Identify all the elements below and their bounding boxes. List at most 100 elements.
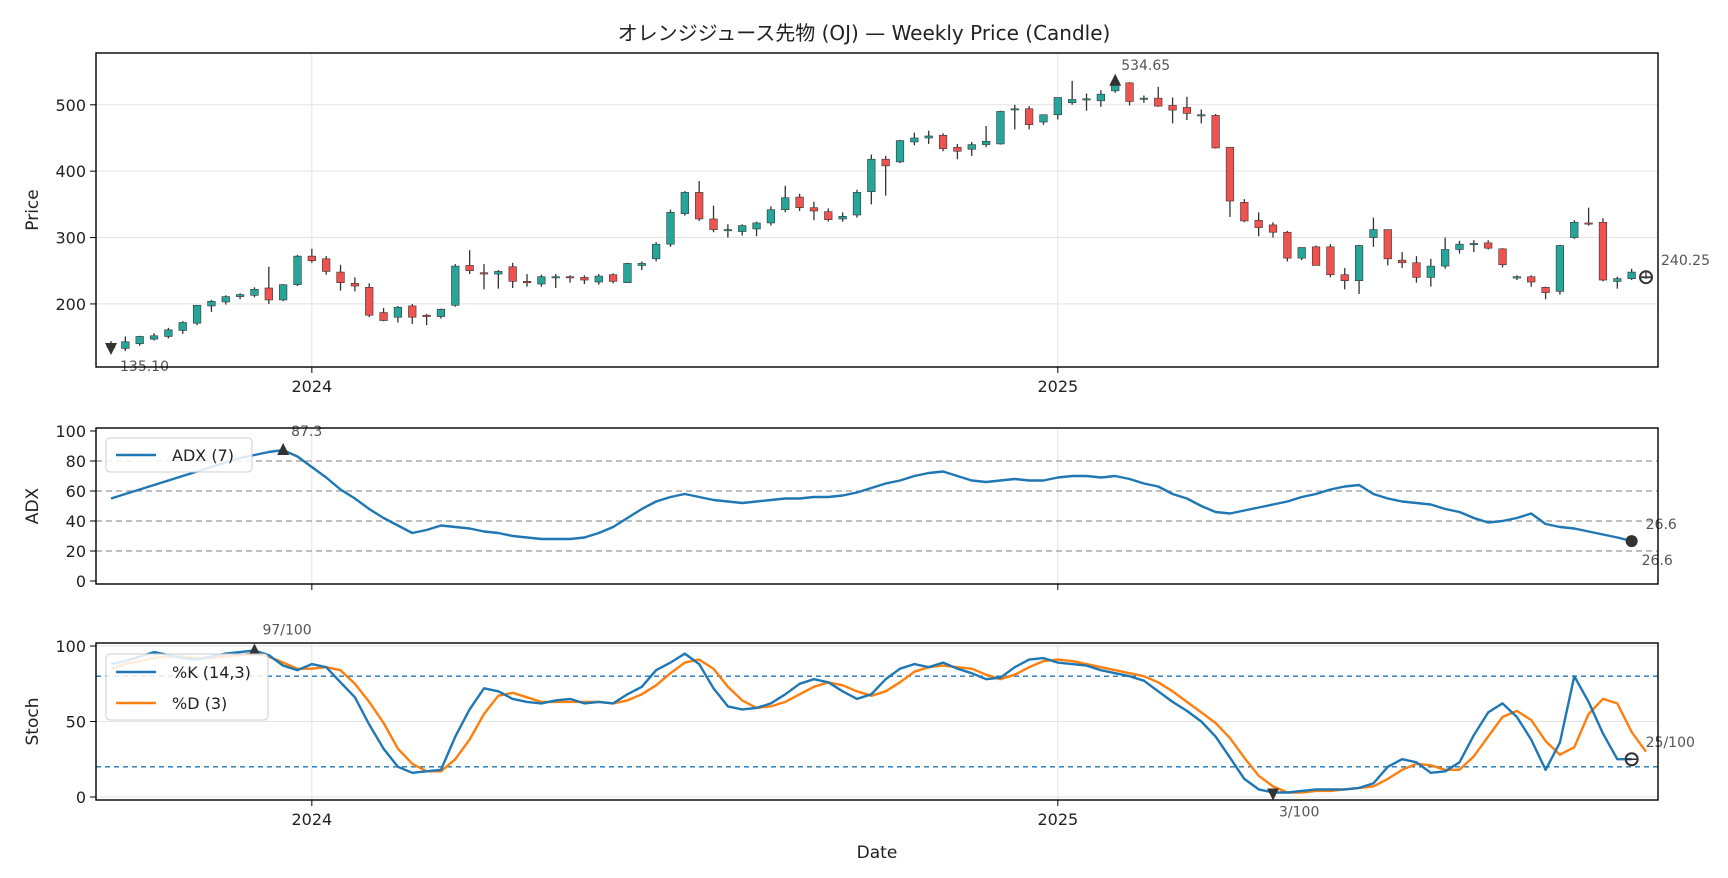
candle-body (250, 289, 259, 296)
candle-body (1326, 246, 1335, 276)
y-axis-label: Price (23, 189, 43, 230)
y-axis-label: Stoch (23, 698, 43, 746)
stoch-max-marker (248, 643, 261, 656)
adx-max-marker (277, 443, 290, 456)
candle-body (637, 263, 646, 266)
candle-body (1570, 221, 1579, 238)
x-tick-label: 2024 (291, 377, 332, 396)
candle-body (408, 305, 417, 318)
candle-body (924, 135, 933, 139)
candle-body (1455, 243, 1464, 250)
x-tick-label: 2025 (1037, 810, 1078, 829)
candle-body (609, 274, 618, 282)
candle-body (1613, 278, 1622, 282)
x-axis-label: Date (857, 843, 898, 863)
candle-body (723, 229, 732, 232)
candle-body (149, 335, 159, 340)
candle-body (1225, 146, 1235, 202)
candle-body (594, 275, 603, 283)
adx-last-label-secondary: 26.6 (1642, 553, 1673, 569)
candle-body (494, 271, 503, 275)
y-tick-label: 500 (55, 96, 86, 115)
candle-body (465, 265, 474, 272)
min-price-marker (105, 343, 117, 356)
candle-body (1527, 276, 1536, 283)
candle-body (393, 306, 403, 318)
candle-body (1139, 97, 1148, 100)
candle-body (1096, 93, 1105, 102)
candle-body (1311, 246, 1321, 266)
candle-body (1627, 271, 1636, 280)
adx-line (110, 448, 1632, 543)
candle-body (336, 271, 345, 283)
last-price-label: 240.25 (1661, 253, 1710, 269)
candle-body (623, 263, 632, 283)
y-tick-label: 400 (55, 162, 86, 181)
candle-body (695, 192, 704, 220)
y-tick-label: 300 (55, 229, 86, 248)
candle-body (436, 308, 446, 317)
candle-body (766, 209, 776, 224)
adx-plot-frame (95, 427, 1659, 585)
y-tick-label: 40 (66, 512, 86, 531)
adx-panel: 0 20 40 60 80 100 ADX 87.3 26.6 26.6 ADX (7) (23, 422, 1677, 591)
stoch-d-legend-label: %D (3) (172, 694, 227, 713)
candle-body (1039, 114, 1048, 123)
stoch-k-line (110, 649, 1632, 794)
candle-body (1125, 82, 1134, 102)
candle-body (824, 211, 833, 220)
candle-body (738, 225, 747, 232)
candle-body (565, 276, 575, 279)
candle-body (293, 255, 302, 285)
candle-body (795, 196, 804, 208)
adx-legend-box (105, 437, 253, 473)
stoch-k-legend-label: %K (14,3) (172, 663, 251, 682)
candle-body (666, 212, 675, 245)
candle-body (192, 304, 202, 324)
candle-body (279, 284, 288, 301)
candle-body (1197, 114, 1206, 117)
candle-body (1469, 243, 1478, 246)
candle-body (479, 272, 489, 275)
candle-body (1555, 245, 1565, 292)
candle-body (522, 281, 532, 283)
candle-body (508, 266, 517, 282)
candle-body (164, 329, 173, 337)
candle-body (781, 197, 790, 210)
candle-body (121, 341, 130, 349)
stoch-plot-frame (95, 642, 1659, 801)
candle-body (1010, 108, 1019, 111)
candle-body (1254, 219, 1263, 228)
candle-body (221, 296, 230, 303)
adx-last-label: 26.6 (1646, 517, 1677, 533)
stoch-min-marker (1267, 788, 1280, 801)
candle-body (895, 140, 905, 163)
stoch-legend: %K (14,3) %D (3) (105, 653, 269, 721)
chart-title: オレンジジュース先物 (OJ) — Weekly Price (Candle) (618, 21, 1111, 45)
candle-body (938, 135, 948, 149)
candle-body (1541, 287, 1550, 293)
price-plot-frame (95, 52, 1659, 368)
y-tick-label: 100 (55, 637, 86, 656)
candle-body (1340, 274, 1349, 281)
candle-body (852, 192, 862, 216)
candle-body (867, 158, 876, 193)
candle-body (1426, 265, 1435, 278)
candle-body (1498, 248, 1507, 266)
y-tick-label: 50 (66, 713, 86, 732)
candle-body (1297, 247, 1306, 259)
candle-body (1154, 97, 1163, 107)
candle-body (551, 276, 560, 279)
candle-body (264, 287, 273, 301)
max-price-marker (1109, 73, 1122, 86)
y-tick-label: 60 (66, 482, 86, 501)
stoch-min-label: 3/100 (1279, 804, 1319, 820)
candle-body (322, 258, 331, 272)
y-tick-label: 0 (76, 788, 86, 807)
candle-body (207, 300, 216, 307)
candle-body (709, 218, 718, 230)
candle-body (953, 146, 962, 152)
candle-body (1025, 108, 1034, 125)
